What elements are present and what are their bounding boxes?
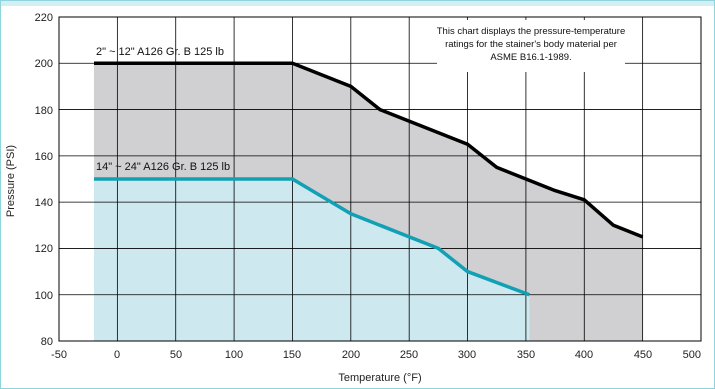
x-tick-label: 0 <box>114 349 120 361</box>
series-line-2 <box>94 177 531 297</box>
series-label-14-24: 14" ~ 24" A126 Gr. B 125 lb <box>96 161 230 173</box>
y-tick-label: 120 <box>35 243 53 255</box>
x-tick-label: 200 <box>342 349 360 361</box>
y-tick-label: 80 <box>41 336 53 348</box>
y-tick-label: 180 <box>35 105 53 117</box>
top-band <box>1 1 714 6</box>
x-tick-label: 450 <box>634 349 652 361</box>
x-tick-label: 300 <box>458 349 476 361</box>
x-tick-label: 250 <box>400 349 418 361</box>
x-tick-label: 50 <box>170 349 182 361</box>
annotation-box <box>437 20 625 72</box>
y-tick-label: 200 <box>35 58 53 70</box>
series-line-1 <box>94 61 644 239</box>
x-tick-label: 350 <box>517 349 535 361</box>
series-label-2-12: 2" ~ 12" A126 Gr. B 125 lb <box>96 46 224 58</box>
x-tick-label: 500 <box>683 349 701 361</box>
y-tick-label: 140 <box>35 197 53 209</box>
x-tick-label: 400 <box>575 349 593 361</box>
annotation-line-1: This chart displays the pressure-tempera… <box>437 26 626 37</box>
x-tick-label: 150 <box>283 349 301 361</box>
series-area-2 <box>94 179 530 341</box>
x-tick-label: 100 <box>225 349 243 361</box>
annotation-line-3: ASME B16.1-1989. <box>490 52 571 63</box>
y-tick-label: 100 <box>35 290 53 302</box>
annotation-line-2: ratings for the stainer's body material … <box>445 39 617 50</box>
y-axis-title: Pressure (PSI) <box>5 145 17 217</box>
y-tick-label: 160 <box>35 151 53 163</box>
y-tick-label: 220 <box>35 12 53 24</box>
x-tick-label: -50 <box>51 349 67 361</box>
plot-border <box>58 16 702 342</box>
x-axis-title: Temperature (°F) <box>338 372 421 384</box>
